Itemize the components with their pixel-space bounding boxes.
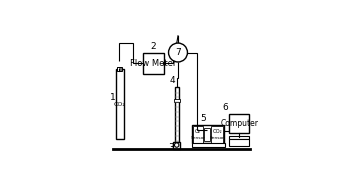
Bar [229,114,250,132]
Bar [143,53,164,74]
Bar [193,126,203,143]
Text: Flow Meter: Flow Meter [130,59,177,68]
Bar [229,139,250,146]
Text: 7: 7 [175,48,181,57]
Text: Sensor: Sensor [210,136,225,140]
Bar [211,126,223,143]
Bar [192,125,224,143]
Text: 2: 2 [151,42,156,51]
Text: 4: 4 [169,76,175,85]
Text: 5: 5 [200,114,206,122]
Bar [116,69,124,139]
Circle shape [168,43,187,62]
Text: O₂: O₂ [195,129,201,133]
Bar [174,87,179,142]
Bar [173,142,180,149]
Circle shape [174,143,179,147]
Bar [229,136,250,139]
Bar [117,67,122,71]
Bar [174,98,180,102]
Text: 3: 3 [168,143,174,152]
Text: Computer: Computer [220,119,258,128]
Bar [192,143,225,147]
Bar [204,128,210,141]
Text: CO₂: CO₂ [114,102,126,107]
Text: 6: 6 [223,103,228,112]
Text: Sensor: Sensor [191,136,206,140]
Text: 1: 1 [110,93,115,102]
Text: CO₂: CO₂ [212,129,222,133]
